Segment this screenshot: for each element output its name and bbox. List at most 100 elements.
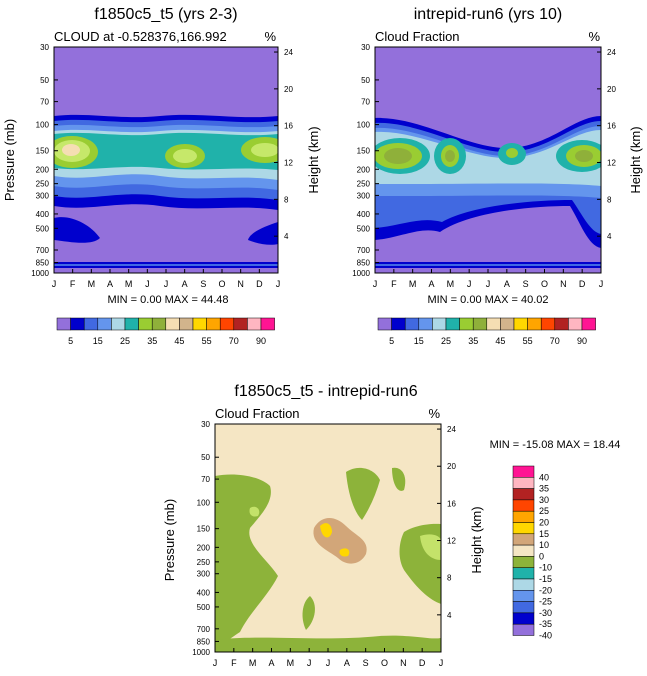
colorbar-swatch (500, 317, 515, 331)
y-tick-label: 100 (36, 121, 50, 130)
colorbar-swatch (404, 317, 420, 331)
colorbar-swatch (527, 317, 542, 331)
colorbar-swatch (554, 317, 569, 331)
x-tick-label: M (287, 658, 295, 668)
panel-1-y-axis-right: 24 20 16 12 8 4 (274, 48, 293, 241)
contour-fill-pos-b (320, 523, 332, 538)
x-tick-label: S (363, 658, 369, 668)
contour-fill-level-7c (251, 143, 278, 157)
x-tick-label: F (391, 279, 397, 289)
panel-1-subtitle: CLOUD at -0.528376,166.992 (54, 29, 227, 44)
y-right-tick-label: 8 (447, 574, 452, 583)
colorbar-label: -15 (539, 574, 552, 584)
colorbar-label: 30 (539, 495, 549, 505)
panel-2-title: intrepid-run6 (yrs 10) (414, 6, 563, 23)
panel-3-ylabel-right: Height (km) (469, 506, 484, 573)
colorbar-swatch (138, 317, 153, 331)
colorbar-label: 90 (577, 336, 587, 346)
panel-3-units: % (428, 406, 440, 421)
colorbar-swatch (445, 317, 460, 331)
x-tick-label: J (326, 658, 331, 668)
contour-fill-neg-c (392, 467, 406, 491)
panel-3-contours (215, 424, 441, 652)
y-tick-label: 400 (197, 588, 211, 597)
y-tick-label: 70 (40, 98, 49, 107)
y-right-tick-label: 4 (447, 611, 452, 620)
colorbar-swatch (512, 601, 535, 614)
y-right-tick-label: 8 (607, 195, 612, 204)
y-tick-label: 100 (357, 121, 371, 130)
x-tick-label: M (447, 279, 455, 289)
panel-2-y-axis-right: 24 20 16 12 8 4 (597, 48, 616, 241)
colorbar-label: 0 (539, 551, 544, 561)
y-tick-label: 850 (357, 259, 371, 268)
panel-3-subtitle: Cloud Fraction (215, 406, 300, 421)
contour-fill-level-7b (445, 150, 455, 162)
y-tick-label: 50 (201, 453, 210, 462)
y-tick-label: 700 (197, 625, 211, 634)
colorbar-swatch (377, 317, 392, 331)
contour-fill-level-8 (62, 144, 80, 156)
contour-fill-level-6c (506, 148, 518, 158)
panel-1-contours (54, 47, 278, 273)
x-tick-label: A (504, 279, 510, 289)
y-right-tick-label: 24 (447, 425, 456, 434)
colorbar-swatch (512, 533, 535, 546)
x-tick-label: J (145, 279, 150, 289)
panel-1: f1850c5_t5 (yrs 2-3) CLOUD at -0.528376,… (2, 6, 321, 346)
colorbar-label: 40 (539, 472, 549, 482)
contour-fill-pos-c (339, 548, 350, 557)
contour-fill-neg-a (215, 474, 278, 648)
y-right-tick-label: 16 (284, 122, 293, 131)
x-tick-label: D (419, 658, 426, 668)
x-tick-label: O (541, 279, 548, 289)
colorbar-swatch (512, 556, 535, 568)
contour-fill-level-5 (54, 132, 278, 170)
x-tick-label: J (439, 658, 444, 668)
y-tick-label: 500 (357, 224, 371, 233)
panel-2-colorbar: 5 15 25 35 45 55 70 90 (377, 317, 596, 346)
panel-2-ylabel-right: Height (km) (628, 126, 643, 193)
y-tick-label: 200 (357, 165, 371, 174)
colorbar-swatch (418, 317, 433, 331)
panel-1-ylabel-right: Height (km) (306, 126, 321, 193)
x-tick-label: J (467, 279, 472, 289)
y-tick-label: 700 (36, 246, 50, 255)
colorbar-swatch (124, 317, 139, 331)
x-tick-label: N (560, 279, 567, 289)
colorbar-swatch (512, 590, 535, 602)
y-tick-label: 100 (197, 498, 211, 507)
panel-2-units: % (588, 29, 600, 44)
x-tick-label: A (182, 279, 188, 289)
colorbar-swatch (512, 510, 535, 523)
colorbar-swatch (513, 317, 528, 331)
panel-3-title: f1850c5_t5 - intrepid-run6 (234, 383, 417, 400)
colorbar-label: 25 (539, 506, 549, 516)
colorbar-label: 90 (256, 336, 266, 346)
contour-fill-surface-2 (54, 264, 278, 266)
x-tick-label: J (276, 279, 281, 289)
y-tick-label: 200 (197, 543, 211, 552)
colorbar-label: 10 (539, 540, 549, 550)
y-right-tick-label: 4 (607, 232, 612, 241)
y-tick-label: 1000 (31, 269, 49, 278)
colorbar-swatch (111, 317, 126, 331)
y-tick-label: 400 (36, 210, 50, 219)
y-tick-label: 30 (40, 43, 49, 52)
y-tick-label: 150 (36, 147, 50, 156)
y-right-tick-label: 20 (284, 85, 293, 94)
colorbar-label: 55 (523, 336, 533, 346)
y-right-tick-label: 12 (284, 159, 293, 168)
x-tick-label: N (237, 279, 244, 289)
colorbar-swatch (512, 488, 535, 501)
colorbar-swatch (486, 317, 501, 331)
y-tick-label: 30 (361, 43, 370, 52)
x-tick-label: J (213, 658, 218, 668)
colorbar-label: 25 (441, 336, 451, 346)
x-tick-label: J (52, 279, 57, 289)
